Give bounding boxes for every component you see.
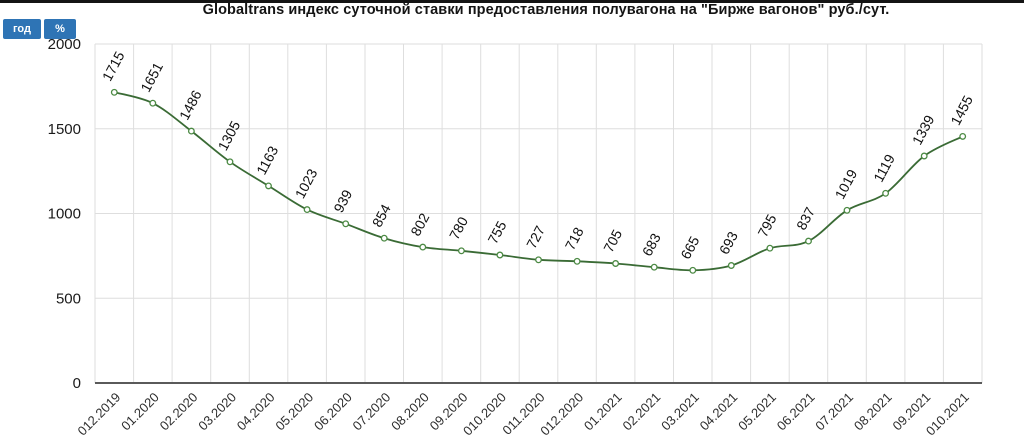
svg-text:08.2020: 08.2020 (388, 390, 432, 434)
svg-text:500: 500 (56, 290, 81, 307)
svg-text:04.2020: 04.2020 (234, 390, 278, 434)
svg-text:854: 854 (369, 201, 394, 229)
svg-text:02.2021: 02.2021 (619, 390, 663, 434)
svg-text:1163: 1163 (253, 143, 281, 177)
svg-text:1486: 1486 (176, 87, 205, 122)
svg-text:0: 0 (73, 375, 81, 392)
svg-text:07.2020: 07.2020 (349, 390, 393, 434)
year-mode-button[interactable]: год (3, 19, 41, 39)
svg-text:1339: 1339 (909, 112, 938, 147)
svg-text:06.2021: 06.2021 (774, 390, 818, 434)
svg-text:01.2020: 01.2020 (118, 390, 162, 434)
svg-text:1455: 1455 (947, 93, 976, 128)
svg-text:012.2020: 012.2020 (537, 390, 586, 439)
svg-text:1651: 1651 (137, 59, 166, 94)
svg-text:718: 718 (562, 224, 587, 252)
svg-text:727: 727 (523, 223, 548, 251)
chart-title: Globaltrans индекс суточной ставки предо… (202, 2, 890, 18)
svg-text:01.2021: 01.2021 (581, 390, 625, 434)
svg-text:03.2020: 03.2020 (195, 390, 239, 434)
svg-text:010.2021: 010.2021 (923, 390, 972, 439)
svg-text:05.2021: 05.2021 (735, 390, 779, 434)
svg-text:665: 665 (677, 233, 702, 261)
svg-text:1119: 1119 (870, 151, 898, 184)
svg-text:010.2020: 010.2020 (460, 390, 509, 439)
svg-text:02.2020: 02.2020 (157, 390, 201, 434)
svg-text:683: 683 (639, 230, 664, 258)
svg-text:939: 939 (330, 187, 355, 215)
svg-text:705: 705 (600, 227, 625, 255)
svg-text:802: 802 (407, 210, 432, 238)
svg-text:1305: 1305 (215, 118, 244, 153)
svg-text:693: 693 (716, 229, 741, 257)
percent-mode-button[interactable]: % (44, 19, 76, 39)
svg-text:1500: 1500 (48, 121, 81, 138)
svg-text:1715: 1715 (99, 49, 128, 84)
svg-text:1000: 1000 (48, 206, 81, 223)
svg-text:1019: 1019 (832, 167, 861, 202)
svg-text:04.2021: 04.2021 (697, 390, 741, 434)
svg-text:1023: 1023 (292, 166, 321, 201)
svg-text:837: 837 (793, 204, 818, 232)
svg-text:795: 795 (754, 211, 779, 239)
svg-text:05.2020: 05.2020 (272, 390, 316, 434)
svg-text:780: 780 (446, 214, 471, 242)
svg-text:06.2020: 06.2020 (311, 390, 355, 434)
svg-text:755: 755 (484, 218, 509, 246)
chart-toolbar: год % (3, 19, 76, 39)
page-top-border (0, 0, 1024, 3)
svg-text:03.2021: 03.2021 (658, 390, 702, 434)
svg-text:07.2021: 07.2021 (812, 390, 856, 434)
svg-text:08.2021: 08.2021 (851, 390, 895, 434)
svg-text:2000: 2000 (48, 36, 81, 53)
svg-text:012.2019: 012.2019 (74, 390, 123, 439)
